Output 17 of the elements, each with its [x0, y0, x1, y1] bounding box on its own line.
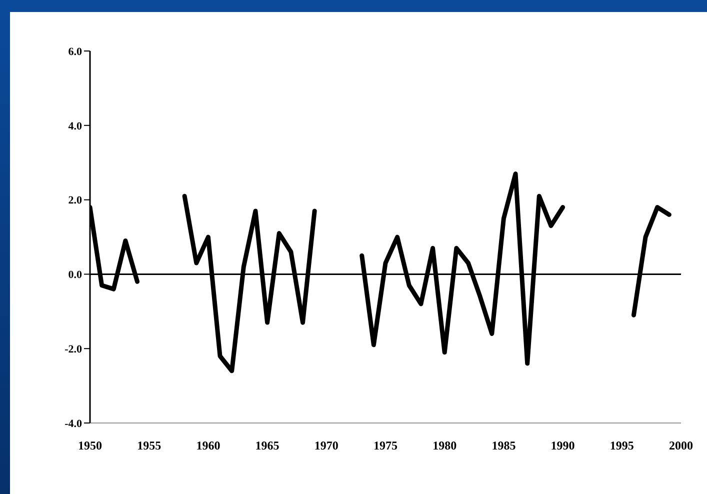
x-tick-label: 1995 — [610, 438, 634, 453]
x-tick-label: 1965 — [255, 438, 280, 453]
y-tick-label: -4.0 — [64, 418, 82, 430]
x-tick-label: 1985 — [492, 438, 516, 453]
x-tick-label: 1960 — [196, 438, 220, 453]
x-tick-label: 1955 — [137, 438, 162, 453]
x-tick-label: 1975 — [374, 438, 398, 453]
y-tick-label: 4.0 — [68, 120, 82, 132]
x-tick-label: 1980 — [432, 438, 457, 453]
x-tick-label: 1950 — [78, 438, 102, 453]
x-tick-label: 2000 — [669, 438, 693, 453]
x-tick-label: 1970 — [314, 438, 338, 453]
x-tick-label: 1990 — [550, 438, 575, 453]
y-tick-label: 0.0 — [68, 269, 82, 282]
y-tick-label: -2.0 — [64, 344, 82, 356]
y-tick-label: 6.0 — [68, 46, 82, 58]
y-tick-label: 2.0 — [68, 194, 82, 207]
